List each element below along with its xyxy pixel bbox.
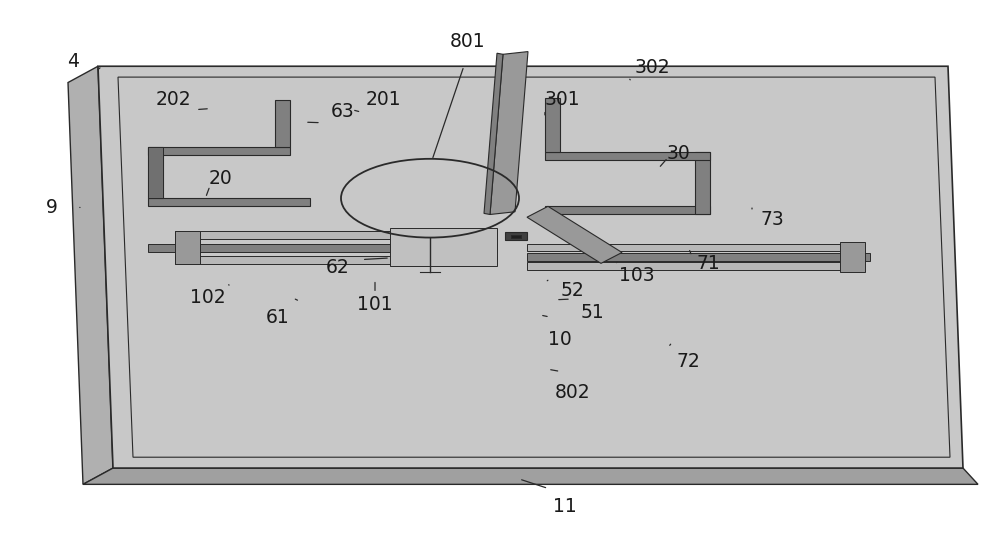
Text: 201: 201 [365, 91, 401, 109]
Polygon shape [148, 147, 163, 198]
Polygon shape [175, 231, 497, 239]
Polygon shape [148, 198, 310, 206]
Text: 63: 63 [331, 102, 355, 121]
Text: 102: 102 [190, 288, 226, 306]
Polygon shape [148, 147, 163, 198]
Text: 20: 20 [208, 169, 232, 187]
Text: 11: 11 [553, 497, 577, 516]
Text: 801: 801 [450, 33, 486, 51]
Text: 30: 30 [666, 144, 690, 162]
Polygon shape [148, 147, 290, 155]
Text: 301: 301 [544, 91, 580, 109]
Polygon shape [527, 253, 870, 261]
Polygon shape [118, 77, 950, 457]
Polygon shape [840, 242, 865, 272]
Text: 9: 9 [46, 198, 58, 217]
Text: 10: 10 [548, 330, 572, 349]
Polygon shape [527, 262, 855, 270]
Polygon shape [545, 206, 710, 214]
Text: 62: 62 [326, 258, 350, 276]
Polygon shape [175, 231, 200, 264]
Polygon shape [175, 256, 497, 264]
Text: 71: 71 [696, 254, 720, 273]
Polygon shape [545, 98, 560, 152]
Polygon shape [545, 152, 710, 160]
Text: 302: 302 [634, 58, 670, 77]
Polygon shape [505, 232, 527, 240]
Text: 52: 52 [560, 281, 584, 300]
Text: 802: 802 [555, 383, 591, 402]
Polygon shape [484, 53, 503, 214]
Text: 51: 51 [580, 303, 604, 321]
Text: 4: 4 [67, 52, 79, 71]
Text: 202: 202 [155, 91, 191, 109]
Polygon shape [148, 244, 497, 252]
Polygon shape [527, 244, 855, 251]
Polygon shape [275, 100, 290, 147]
Text: 72: 72 [676, 352, 700, 370]
Polygon shape [98, 66, 963, 468]
Text: 73: 73 [760, 211, 784, 229]
Polygon shape [695, 152, 710, 214]
Polygon shape [68, 66, 113, 484]
Polygon shape [83, 468, 978, 484]
Text: 101: 101 [357, 295, 393, 313]
Polygon shape [527, 206, 622, 263]
Text: 103: 103 [619, 267, 655, 285]
Polygon shape [511, 235, 521, 238]
Polygon shape [390, 228, 497, 266]
Text: 61: 61 [266, 308, 290, 327]
Polygon shape [490, 52, 528, 214]
